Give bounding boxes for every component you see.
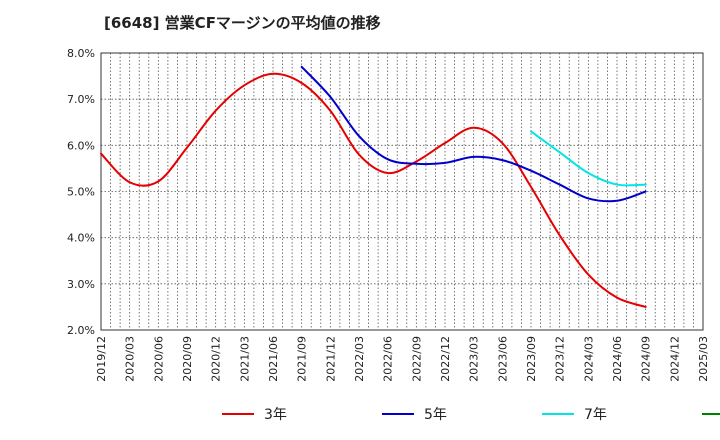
y-tick-label: 4.0%	[67, 232, 95, 245]
y-tick-label: 2.0%	[67, 324, 95, 337]
x-tick-label: 2020/12	[210, 336, 223, 382]
x-tick-label: 2023/12	[554, 336, 567, 382]
legend-label: 5年	[424, 407, 447, 423]
x-tick-label: 2020/06	[152, 336, 165, 382]
x-tick-label: 2020/09	[181, 336, 194, 382]
x-tick-label: 2024/06	[611, 336, 624, 382]
x-tick-label: 2025/03	[697, 336, 710, 382]
x-tick-label: 2019/12	[95, 336, 108, 382]
x-tick-label: 2021/03	[238, 336, 251, 382]
x-tick-label: 2024/12	[668, 336, 681, 382]
legend-label: 7年	[584, 407, 607, 423]
x-tick-label: 2024/09	[640, 336, 653, 382]
legend-label: 3年	[264, 407, 287, 423]
x-tick-label: 2024/03	[582, 336, 595, 382]
x-tick-label: 2022/06	[382, 336, 395, 382]
chart-title: [6648] 営業CFマージンの平均値の推移	[104, 14, 381, 32]
x-tick-label: 2023/03	[468, 336, 481, 382]
series-line-5年	[300, 65, 647, 203]
y-tick-label: 6.0%	[67, 139, 95, 152]
series-line-3年	[100, 72, 647, 308]
x-tick-label: 2023/09	[525, 336, 538, 382]
series-line-7年	[530, 130, 647, 187]
x-tick-label: 2022/03	[353, 336, 366, 382]
grid	[101, 53, 703, 330]
x-tick-label: 2021/06	[267, 336, 280, 382]
x-tick-label: 2022/12	[439, 336, 452, 382]
y-tick-label: 5.0%	[67, 186, 95, 199]
y-tick-label: 7.0%	[67, 93, 95, 106]
x-tick-label: 2021/09	[296, 336, 309, 382]
x-tick-label: 2023/06	[496, 336, 509, 382]
y-tick-label: 8.0%	[67, 47, 95, 60]
x-tick-label: 2021/12	[324, 336, 337, 382]
x-tick-label: 2022/09	[410, 336, 423, 382]
x-tick-label: 2020/03	[124, 336, 137, 382]
plot-frame	[100, 52, 704, 331]
y-tick-label: 3.0%	[67, 278, 95, 291]
